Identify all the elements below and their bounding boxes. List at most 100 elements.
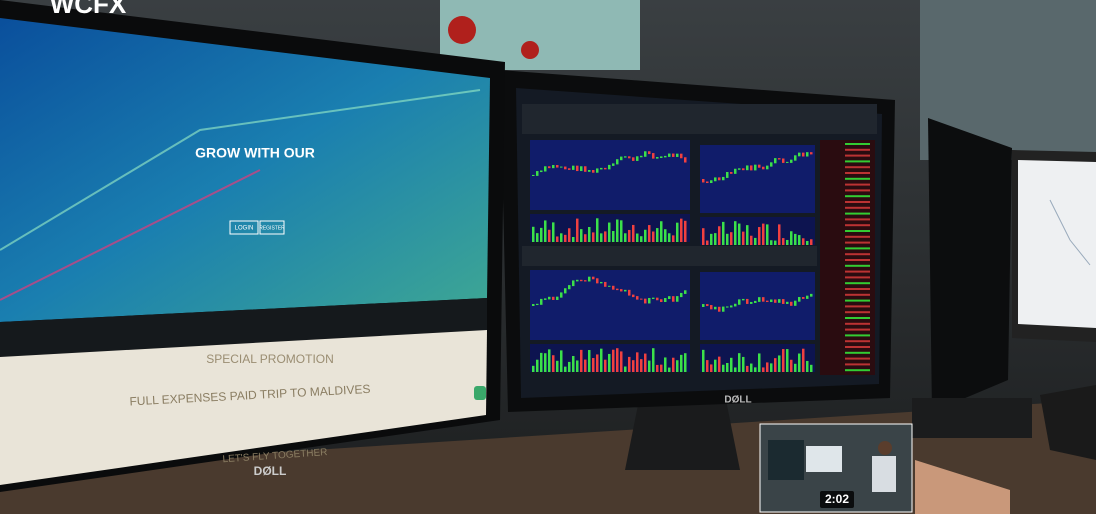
- candle: [790, 159, 793, 163]
- volume: [552, 355, 555, 372]
- candle: [584, 166, 587, 172]
- login-label[interactable]: LOGIN: [235, 226, 254, 232]
- candle: [710, 305, 713, 310]
- candle: [762, 166, 765, 170]
- volume: [608, 222, 611, 242]
- duration-badge: [820, 491, 854, 508]
- candle: [540, 170, 543, 173]
- candle: [798, 297, 801, 302]
- register-button[interactable]: [259, 220, 285, 235]
- order-row: [845, 322, 870, 325]
- volume: [710, 364, 713, 372]
- thumb-person: [878, 441, 892, 455]
- login-button[interactable]: [229, 220, 259, 235]
- volume: [552, 222, 555, 242]
- volume: [754, 237, 757, 245]
- volume: [564, 234, 567, 242]
- volume: [556, 360, 559, 372]
- order-row: [845, 334, 870, 337]
- candle: [576, 165, 579, 172]
- volume: [592, 232, 595, 242]
- candle: [636, 296, 639, 300]
- volume: [794, 363, 797, 372]
- volume: [806, 240, 809, 245]
- candle: [632, 157, 635, 161]
- candle: [672, 153, 675, 157]
- volume: [742, 356, 745, 372]
- candle: [806, 295, 809, 299]
- volume: [568, 228, 571, 242]
- volume: [684, 220, 687, 242]
- candle: [636, 156, 639, 161]
- chat-icon[interactable]: [474, 386, 486, 400]
- order-row: [845, 270, 870, 273]
- order-book: [820, 140, 875, 375]
- candle: [802, 152, 805, 157]
- candle: [810, 152, 813, 155]
- order-row: [845, 293, 870, 296]
- candle: [628, 156, 631, 159]
- candle: [596, 278, 599, 284]
- volume: [640, 236, 643, 242]
- candle: [604, 167, 607, 170]
- order-row: [845, 276, 870, 279]
- candle: [782, 299, 785, 304]
- candle: [706, 181, 709, 184]
- keyboard: [1040, 385, 1096, 460]
- hero-line: [0, 169, 261, 301]
- volume: [656, 228, 659, 242]
- chart-panel: [530, 270, 690, 340]
- volume: [576, 360, 579, 372]
- volume: [810, 364, 813, 372]
- candle: [668, 153, 671, 157]
- volume: [560, 350, 563, 372]
- order-row: [845, 282, 870, 285]
- candle: [750, 165, 753, 171]
- order-row: [845, 305, 870, 308]
- order-row: [845, 172, 870, 174]
- volume: [750, 363, 753, 372]
- volume: [664, 229, 667, 242]
- order-row: [845, 264, 870, 267]
- duration: 2:02: [825, 492, 849, 506]
- candle: [786, 301, 789, 304]
- volume: [774, 358, 777, 372]
- volume: [540, 227, 543, 242]
- candle: [774, 299, 777, 303]
- volume: [548, 229, 551, 242]
- volume: [750, 235, 753, 245]
- order-row: [845, 183, 870, 186]
- volume: [782, 349, 785, 372]
- volume: [612, 349, 615, 372]
- order-row: [845, 241, 870, 244]
- order-row: [845, 259, 870, 261]
- candle: [544, 298, 547, 300]
- candle: [714, 177, 717, 182]
- candle: [726, 172, 729, 178]
- volume: [580, 229, 583, 242]
- volume: [738, 223, 741, 245]
- candle: [552, 165, 555, 169]
- volume: [718, 356, 721, 372]
- volume: [746, 365, 749, 372]
- volume: [754, 367, 757, 372]
- volume: [632, 224, 635, 242]
- volume: [604, 231, 607, 242]
- candle: [560, 166, 563, 168]
- volume-panel: [700, 217, 815, 245]
- hero-line: [0, 89, 481, 251]
- order-row: [845, 351, 870, 354]
- order-row: [845, 195, 870, 198]
- order-row: [845, 154, 870, 157]
- toolbar: [522, 246, 817, 266]
- candle: [738, 168, 741, 170]
- register-label[interactable]: REGISTER: [259, 225, 285, 231]
- order-row: [845, 247, 870, 250]
- candle: [702, 304, 705, 307]
- candle: [616, 288, 619, 291]
- candle: [652, 153, 655, 159]
- volume: [676, 222, 679, 242]
- volume: [648, 225, 651, 242]
- candle: [540, 298, 543, 305]
- volume: [790, 231, 793, 245]
